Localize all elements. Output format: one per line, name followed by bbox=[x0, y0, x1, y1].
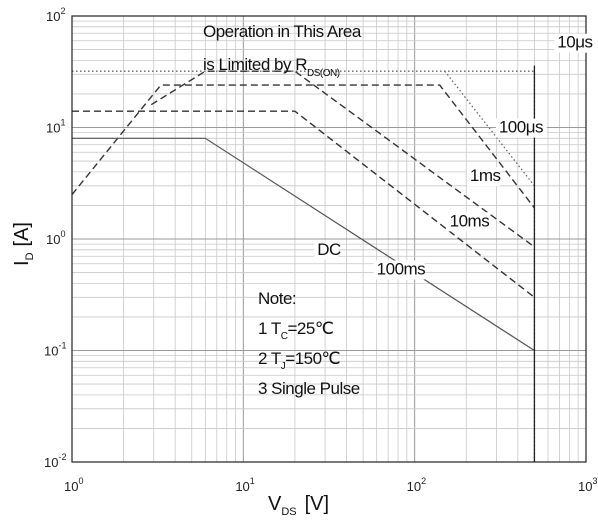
series-label-bg bbox=[314, 240, 339, 260]
note-line2: 2 TJ=150℃ bbox=[258, 349, 340, 372]
note-line3: 3 Single Pulse bbox=[258, 379, 360, 398]
limit-text-line1: Operation in This Area bbox=[203, 22, 362, 41]
x-tick-label: 103 bbox=[578, 476, 597, 494]
x-tick-label: 100 bbox=[64, 476, 83, 494]
limit-annotation: Operation in This Area is Limited by RDS… bbox=[203, 22, 362, 79]
x-tick-label: 102 bbox=[407, 476, 426, 494]
y-tick-labels: 10-2 10-1 100 101 102 bbox=[44, 6, 66, 470]
y-tick-label: 10-2 bbox=[44, 452, 66, 470]
series-label: 10μs bbox=[557, 33, 592, 52]
series-label-bg bbox=[495, 118, 547, 138]
svg-text:ID[A]: ID[A] bbox=[11, 222, 36, 266]
chart-grid bbox=[72, 16, 586, 462]
series-line-100ms bbox=[72, 110, 535, 298]
series-label-bg bbox=[466, 167, 500, 187]
y-tick-label: 10-1 bbox=[44, 341, 66, 359]
series-label-bg bbox=[373, 260, 425, 280]
note-line1: 1 TC=25℃ bbox=[258, 319, 333, 342]
x-axis-label: VDS [V] bbox=[268, 493, 329, 518]
note-title: Note: bbox=[258, 289, 296, 308]
series-line-1ms bbox=[71, 84, 535, 209]
note-block: Note: 1 TC=25℃ 2 TJ=150℃ 3 Single Pulse bbox=[258, 289, 360, 398]
series-labels: 10μs 100μs 1ms 10ms 100ms DC bbox=[314, 33, 597, 280]
plot-frame bbox=[71, 15, 587, 463]
x-tick-labels: 100 101 102 103 bbox=[64, 476, 597, 494]
series-label-bg bbox=[554, 33, 597, 53]
y-axis-label: ID[A] bbox=[11, 222, 36, 266]
x-tick-label: 101 bbox=[235, 476, 254, 494]
y-tick-label: 100 bbox=[46, 229, 65, 247]
series-line-100s bbox=[444, 70, 535, 187]
series-label: 1ms bbox=[470, 166, 501, 185]
series-label: DC bbox=[317, 240, 341, 259]
y-tick-label: 102 bbox=[46, 6, 65, 24]
limit-text-line2: is Limited by RDS(ON) bbox=[203, 55, 340, 79]
series-label: 100μs bbox=[499, 118, 543, 137]
series-label: 10ms bbox=[450, 211, 490, 230]
series-line-10ms bbox=[150, 70, 535, 248]
series-line-DC bbox=[72, 137, 535, 352]
series-label: 100ms bbox=[377, 260, 426, 279]
y-tick-label: 101 bbox=[46, 118, 65, 136]
series-label-bg bbox=[446, 212, 489, 232]
